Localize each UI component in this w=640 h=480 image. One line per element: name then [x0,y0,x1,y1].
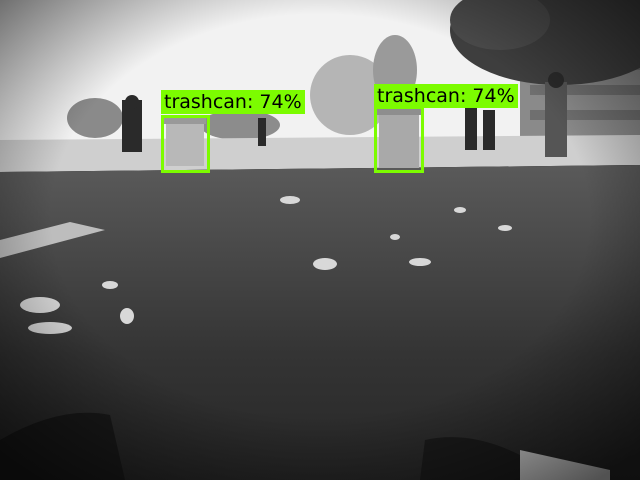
detection-box-trashcan-2 [374,106,424,173]
detection-box-trashcan-1 [161,115,210,173]
detection-label-2: trashcan: 74% [374,84,518,108]
detection-label-1: trashcan: 74% [161,90,305,114]
